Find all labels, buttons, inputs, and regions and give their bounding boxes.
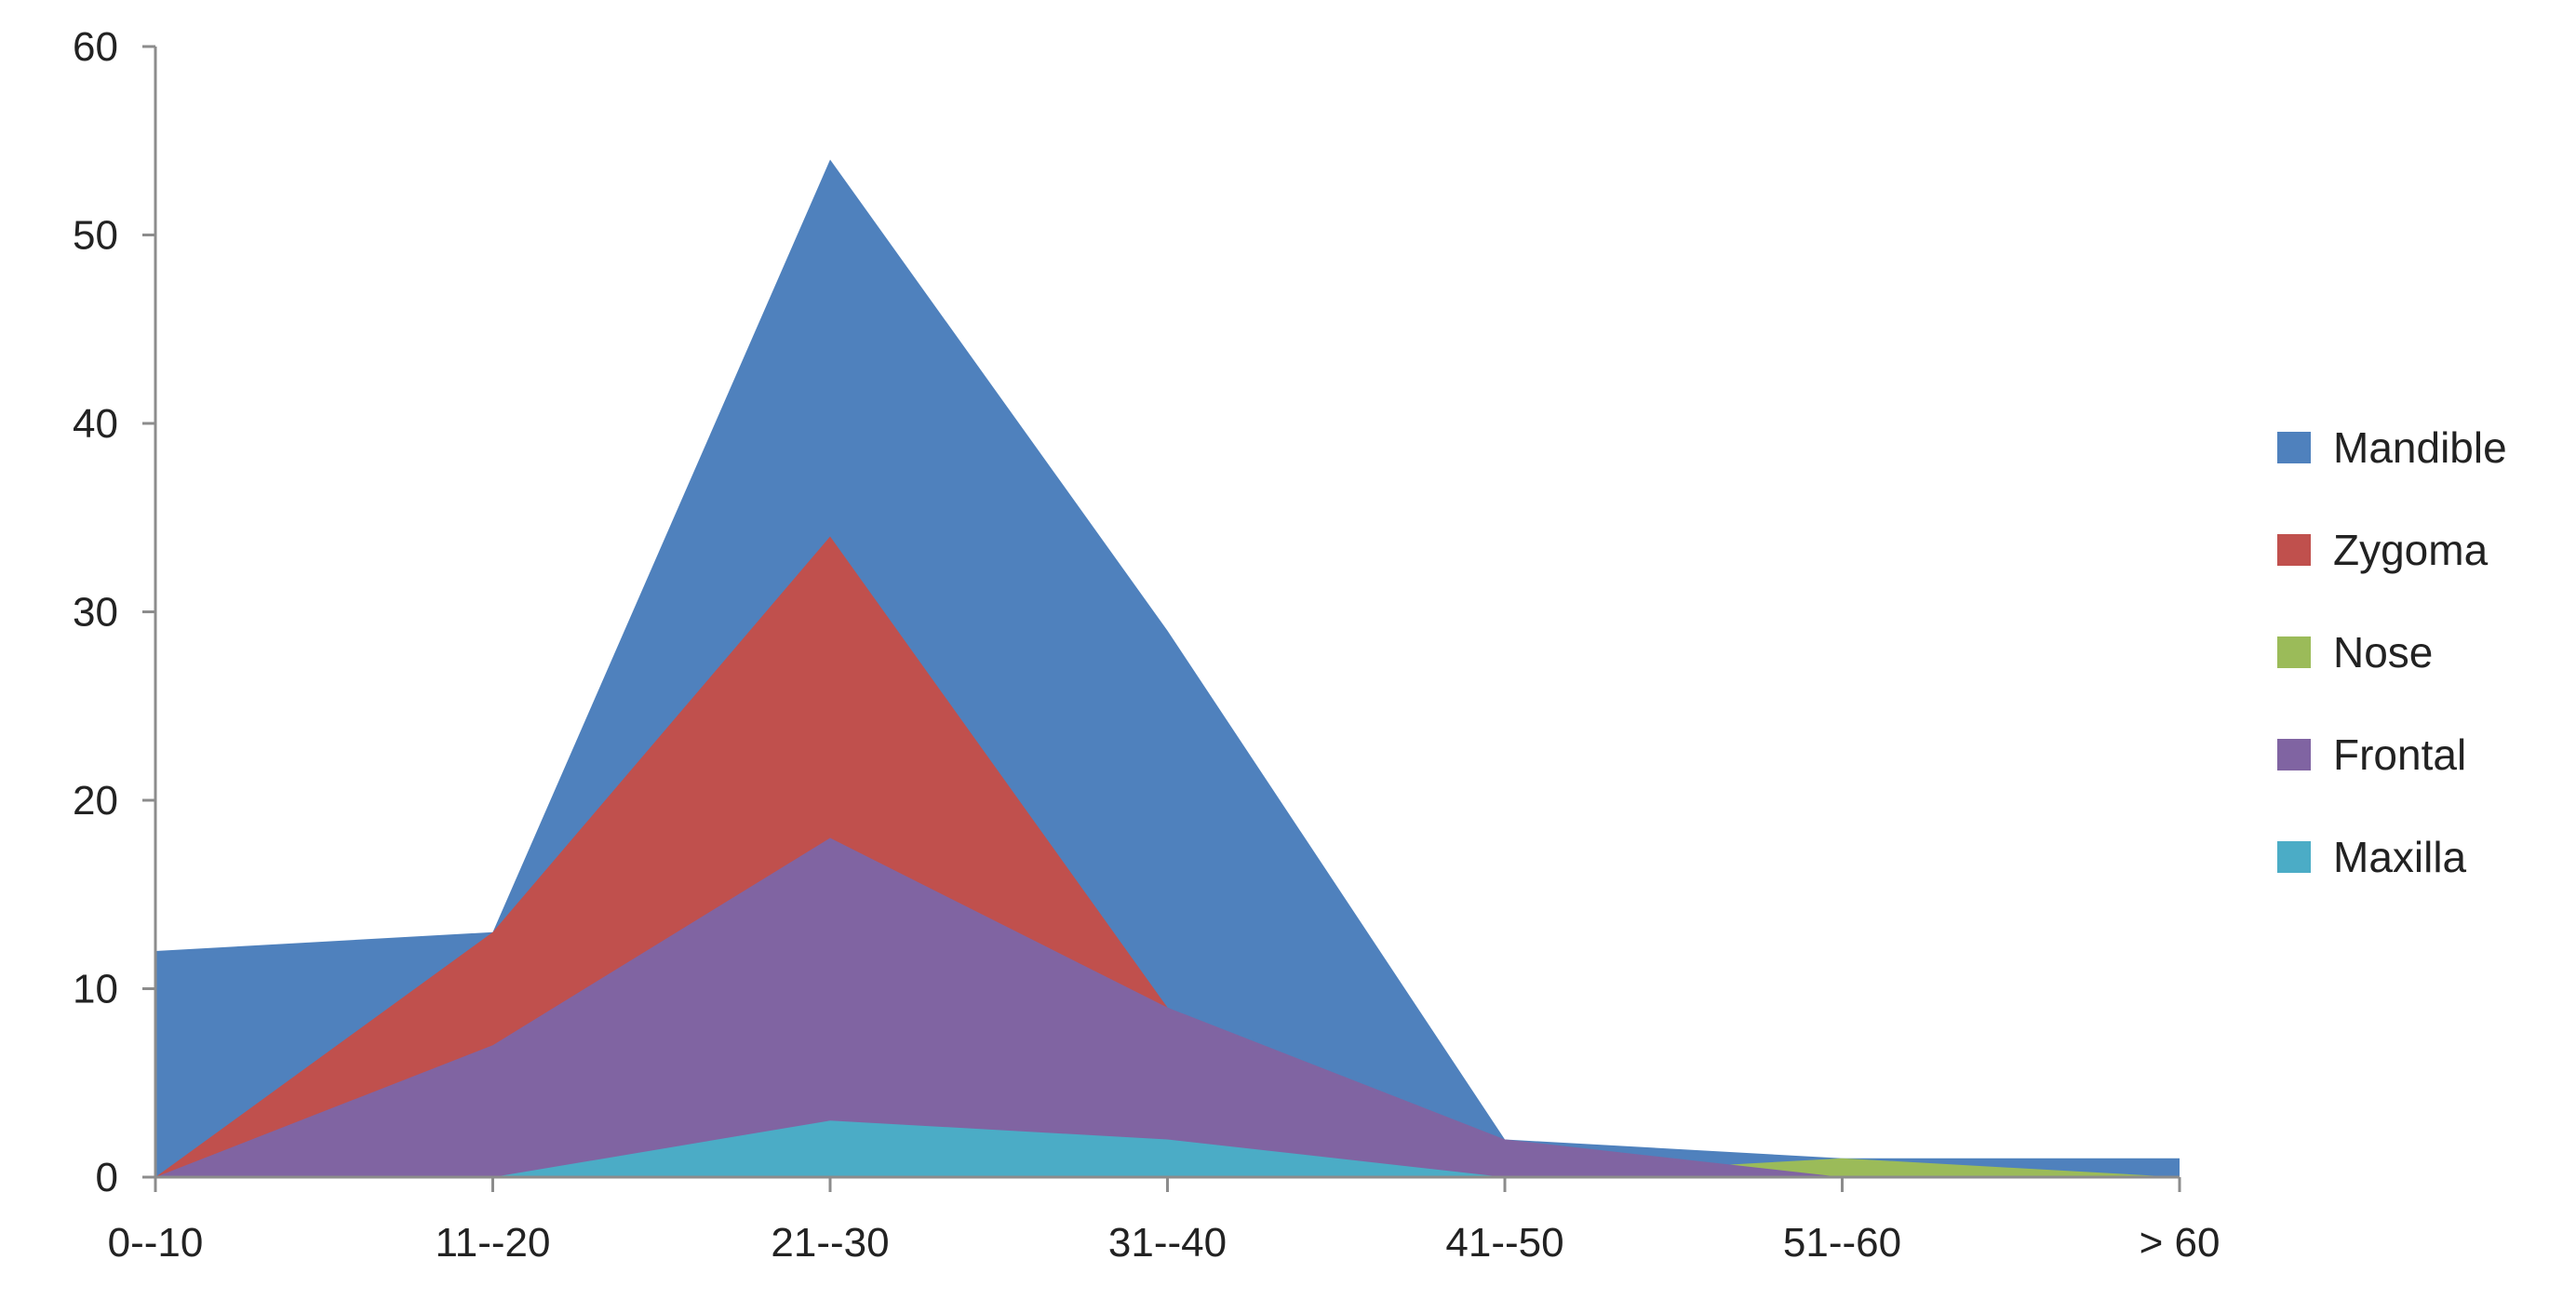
y-tick-label: 50 xyxy=(73,213,118,259)
y-tick-label: 10 xyxy=(73,967,118,1012)
legend-label-mandible: Mandible xyxy=(2333,423,2507,472)
area-series-group xyxy=(155,159,2180,1177)
legend-swatch-zygoma xyxy=(2277,534,2311,566)
y-tick-label: 30 xyxy=(73,590,118,636)
x-tick-label: 51--60 xyxy=(1783,1220,1901,1266)
axes: 0 10 20 30 40 50 60 0--10 11--20 21--30 31--40 41--… xyxy=(73,24,2220,1266)
x-tick-label: 41--50 xyxy=(1445,1220,1563,1266)
legend-label-nose: Nose xyxy=(2333,628,2433,677)
legend-label-maxilla: Maxilla xyxy=(2333,833,2467,881)
x-tick-label: 31--40 xyxy=(1108,1220,1227,1266)
area-maxilla xyxy=(155,1120,2180,1177)
legend-swatch-nose xyxy=(2277,636,2311,668)
y-tick-label: 20 xyxy=(73,778,118,824)
legend-label-zygoma: Zygoma xyxy=(2333,526,2489,574)
x-tick-label: 11--20 xyxy=(436,1220,551,1266)
area-frontal xyxy=(155,837,2180,1177)
x-tick-label: 0--10 xyxy=(108,1220,204,1266)
legend-swatch-mandible xyxy=(2277,432,2311,463)
y-tick-label: 40 xyxy=(73,401,118,447)
x-tick-label: 21--30 xyxy=(771,1220,889,1266)
legend-swatch-frontal xyxy=(2277,739,2311,770)
x-tick-label: > 60 xyxy=(2140,1220,2220,1266)
legend-swatch-maxilla xyxy=(2277,841,2311,873)
y-tick-label: 60 xyxy=(73,24,118,70)
y-tick-label: 0 xyxy=(96,1155,118,1200)
legend-label-frontal: Frontal xyxy=(2333,730,2466,779)
legend: Mandible Zygoma Nose Frontal Maxilla xyxy=(2277,423,2507,881)
